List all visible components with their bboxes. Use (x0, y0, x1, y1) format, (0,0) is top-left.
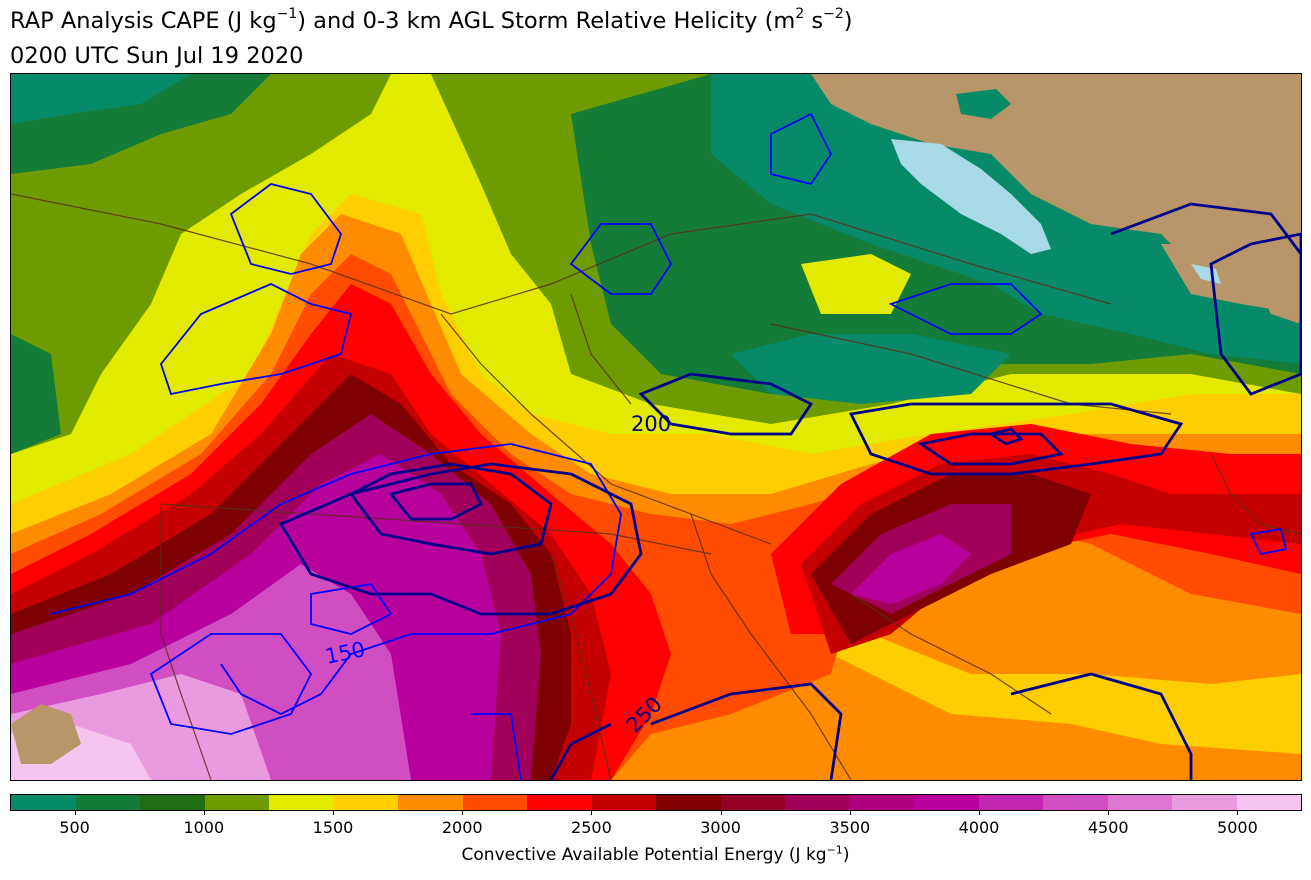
srh-contour-label-200: 200 (631, 412, 671, 436)
cape-fill-magenta-east (851, 534, 971, 604)
colorbar-segment-13 (849, 795, 914, 810)
colorbar-tick-label: 1000 (183, 818, 225, 837)
colorbar-tick (1108, 811, 1110, 815)
colorbar-tick-label: 1500 (312, 818, 354, 837)
colorbar-tick-label: 5000 (1217, 818, 1258, 837)
colorbar-tick (849, 811, 851, 815)
colorbar-segment-11 (720, 795, 785, 810)
srh-contours-200 (278, 202, 1301, 780)
colorbar-segment-15 (978, 795, 1043, 810)
colorbar-tick-label: 2000 (441, 818, 483, 837)
colorbar-segment-9 (591, 795, 656, 810)
colorbar-tick (74, 811, 76, 815)
colorbar-tick-label: 3500 (829, 818, 871, 837)
great-lake (891, 139, 1051, 254)
political-borders (11, 193, 1301, 780)
colorbar-segment-14 (914, 795, 979, 810)
colorbar-tick (591, 811, 593, 815)
colorbar-tick-label: 3000 (700, 818, 741, 837)
cape-map-panel: 200 150 250 (10, 73, 1302, 781)
colorbar-tick-label: 4500 (1087, 818, 1129, 837)
colorbar-segment-17 (1107, 795, 1172, 810)
colorbar-segment-3 (204, 795, 269, 810)
colorbar-tick-label: 500 (59, 818, 90, 837)
colorbar-tick (720, 811, 722, 815)
cape-fill-darkgreen-sw (11, 334, 61, 454)
colorbar-segment-12 (785, 795, 850, 810)
colorbar-segment-5 (333, 795, 398, 810)
masked-land-north (811, 74, 1301, 324)
colorbar-segment-7 (462, 795, 527, 810)
cape-fill-teal-middle (731, 334, 1011, 404)
colorbar-tick-label: 4000 (958, 818, 1000, 837)
colorbar-tick-label: 2500 (571, 818, 612, 837)
colorbar-segment-19 (1236, 795, 1301, 810)
teal-patch-land (956, 89, 1011, 119)
colorbar-segment-10 (656, 795, 721, 810)
colorbar-ticks: 500 1000 1500 2000 2500 3000 3500 4000 4500 5000 (10, 811, 1302, 841)
colorbar-tick (979, 811, 980, 815)
valid-time-subtitle: 0200 UTC Sun Jul 19 2020 (10, 43, 304, 69)
cape-colorbar (10, 794, 1302, 811)
masked-land-northeast (1161, 244, 1301, 314)
colorbar-segment-4 (269, 795, 334, 810)
colorbar-segment-8 (527, 795, 592, 810)
colorbar-segment-6 (398, 795, 463, 810)
colorbar-segment-1 (75, 795, 140, 810)
colorbar-segment-2 (140, 795, 205, 810)
cape-fill-yellow-pocket (801, 254, 911, 314)
colorbar-tick (1237, 811, 1239, 815)
colorbar-tick (333, 811, 334, 815)
colorbar-segment-18 (1172, 795, 1237, 810)
srh-contours-150 (50, 112, 1288, 780)
colorbar-tick (462, 811, 464, 815)
chart-title: RAP Analysis CAPE (J kg−1) and 0-3 km AG… (10, 5, 853, 35)
colorbar-label: Convective Available Potential Energy (J… (461, 843, 850, 865)
cape-fill-teal-west (11, 74, 191, 124)
colorbar-tick (203, 811, 205, 815)
colorbar-segment-0 (11, 795, 76, 810)
cape-fill-olive-west (11, 74, 391, 454)
colorbar-segment-16 (1043, 795, 1108, 810)
masked-land-sw (11, 704, 81, 764)
